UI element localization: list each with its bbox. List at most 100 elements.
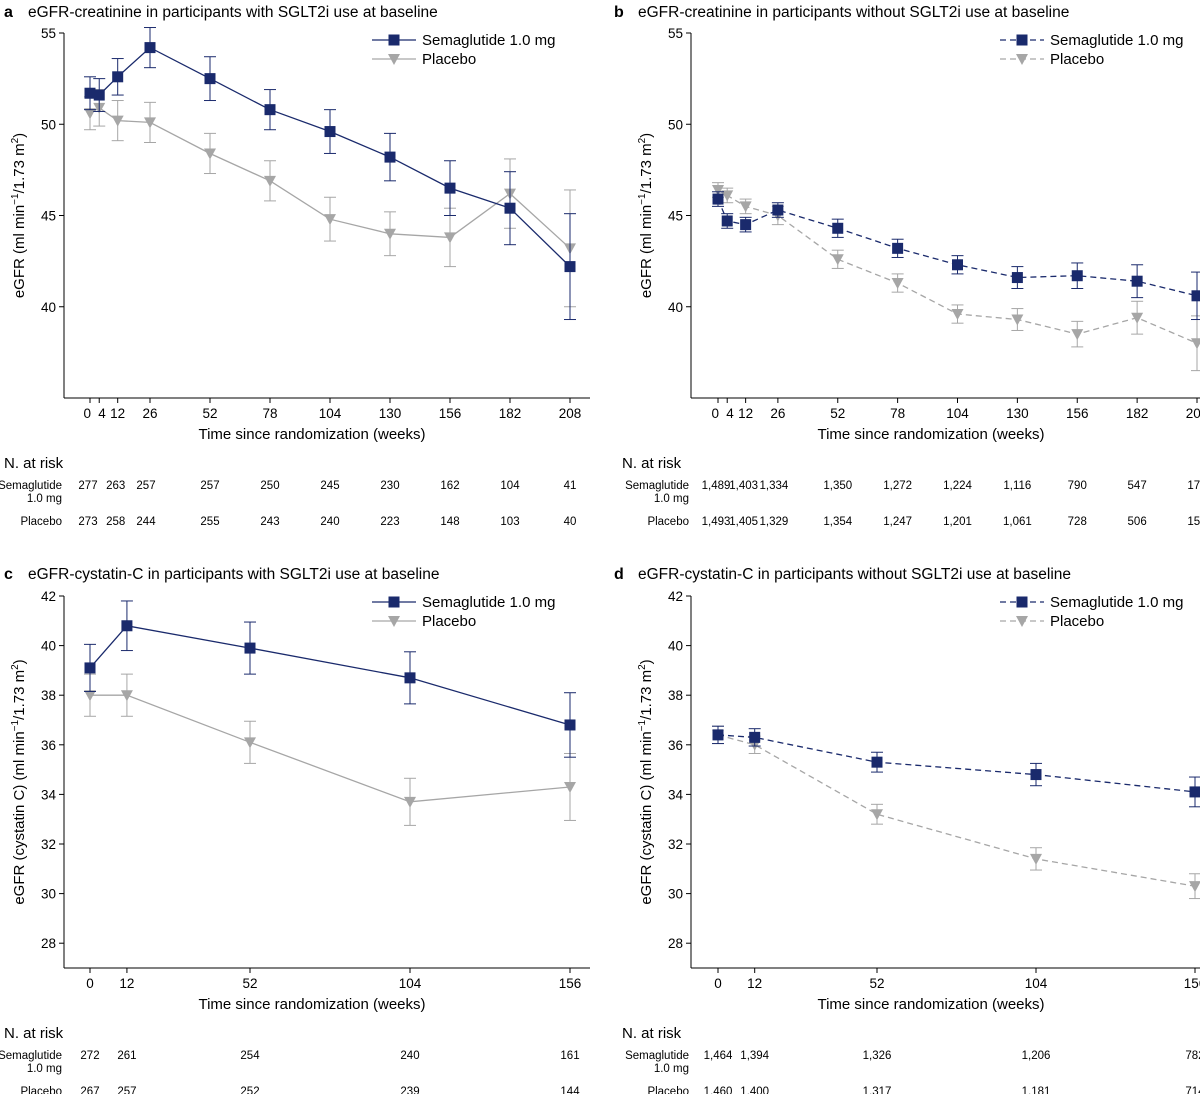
data-point-square bbox=[1190, 786, 1200, 797]
risk-row-label: Placebo bbox=[647, 1086, 689, 1094]
y-tick-label: 34 bbox=[668, 787, 684, 802]
risk-row-label-2: 1.0 mg bbox=[654, 493, 689, 505]
legend-label: Semaglutide 1.0 mg bbox=[422, 32, 555, 49]
risk-table-header: N. at risk bbox=[4, 455, 64, 472]
legend-marker-square bbox=[1017, 35, 1028, 46]
y-axis-label: eGFR (cystatin C) (ml min−1/1.73 m2) bbox=[637, 659, 655, 904]
y-tick-label: 34 bbox=[41, 787, 57, 802]
x-tick-label: 104 bbox=[399, 976, 422, 991]
risk-value: 103 bbox=[500, 516, 519, 528]
y-tick-label: 32 bbox=[668, 837, 683, 852]
x-tick-label: 156 bbox=[439, 406, 462, 421]
data-point-triangle bbox=[204, 148, 216, 159]
risk-row-label: Semaglutide bbox=[625, 480, 689, 492]
risk-value: 261 bbox=[117, 1050, 136, 1062]
risk-value: 1,460 bbox=[704, 1086, 733, 1094]
data-point-square bbox=[385, 152, 396, 163]
series-line bbox=[718, 735, 1195, 792]
x-axis-label: Time since randomization (weeks) bbox=[817, 996, 1044, 1013]
panel-letter: b bbox=[614, 4, 624, 21]
risk-value: 250 bbox=[260, 480, 279, 492]
y-axis-label: eGFR (ml min−1/1.73 m2) bbox=[10, 133, 28, 298]
series-line bbox=[718, 199, 1197, 296]
y-tick-label: 42 bbox=[41, 589, 56, 604]
risk-value: 1,334 bbox=[759, 480, 788, 492]
risk-value: 1,403 bbox=[729, 480, 758, 492]
chart-title: eGFR-cystatin-C in participants with SGL… bbox=[28, 566, 440, 583]
series-line bbox=[718, 735, 1195, 886]
data-point-triangle bbox=[832, 254, 844, 265]
x-tick-label: 208 bbox=[559, 406, 582, 421]
risk-value: 161 bbox=[560, 1050, 579, 1062]
chart-title: eGFR-creatinine in participants without … bbox=[638, 4, 1069, 21]
series-semaglutide bbox=[712, 192, 1200, 320]
risk-value: 1,354 bbox=[823, 516, 852, 528]
x-axis-label: Time since randomization (weeks) bbox=[198, 996, 425, 1013]
x-tick-label: 26 bbox=[142, 406, 157, 421]
x-tick-label: 104 bbox=[946, 406, 969, 421]
x-tick-label: 156 bbox=[1184, 976, 1200, 991]
risk-row-label: Placebo bbox=[20, 1086, 62, 1094]
x-tick-label: 12 bbox=[747, 976, 762, 991]
legend-item: Semaglutide 1.0 mg bbox=[1000, 594, 1183, 611]
risk-row-label-2: 1.0 mg bbox=[27, 493, 62, 505]
x-tick-label: 130 bbox=[1006, 406, 1029, 421]
risk-row-label: Semaglutide bbox=[0, 480, 62, 492]
legend-label: Semaglutide 1.0 mg bbox=[422, 594, 555, 611]
y-tick-label: 28 bbox=[41, 936, 56, 951]
risk-value: 41 bbox=[564, 480, 577, 492]
legend-item: Placebo bbox=[1000, 51, 1104, 68]
risk-value: 277 bbox=[78, 480, 97, 492]
x-tick-label: 12 bbox=[110, 406, 125, 421]
x-tick-label: 78 bbox=[262, 406, 277, 421]
y-tick-label: 55 bbox=[41, 26, 56, 41]
risk-value: 267 bbox=[80, 1086, 99, 1094]
data-point-square bbox=[145, 42, 156, 53]
legend-marker-square bbox=[1017, 597, 1028, 608]
risk-value: 1,247 bbox=[883, 516, 912, 528]
y-axis-label: eGFR (cystatin C) (ml min−1/1.73 m2) bbox=[10, 659, 28, 904]
data-point-square bbox=[265, 104, 276, 115]
y-tick-label: 40 bbox=[41, 639, 56, 654]
panel-letter: c bbox=[4, 566, 13, 583]
x-tick-label: 12 bbox=[119, 976, 134, 991]
data-point-square bbox=[952, 259, 963, 270]
data-point-square bbox=[565, 719, 576, 730]
risk-value: 1,206 bbox=[1022, 1050, 1051, 1062]
data-point-square bbox=[772, 205, 783, 216]
x-tick-label: 52 bbox=[242, 976, 257, 991]
series-placebo bbox=[712, 726, 1200, 898]
y-tick-label: 30 bbox=[668, 887, 683, 902]
risk-value: 728 bbox=[1068, 516, 1087, 528]
risk-value: 1,224 bbox=[943, 480, 972, 492]
data-point-triangle bbox=[244, 737, 256, 748]
data-point-square bbox=[205, 73, 216, 84]
risk-value: 148 bbox=[440, 516, 459, 528]
x-tick-label: 104 bbox=[1025, 976, 1048, 991]
risk-row-label: Placebo bbox=[647, 516, 689, 528]
risk-value: 223 bbox=[380, 516, 399, 528]
legend-label: Semaglutide 1.0 mg bbox=[1050, 32, 1183, 49]
y-tick-label: 40 bbox=[668, 639, 683, 654]
x-tick-label: 52 bbox=[202, 406, 217, 421]
legend-item: Placebo bbox=[372, 613, 476, 630]
panel-letter: a bbox=[4, 4, 13, 21]
risk-value: 263 bbox=[106, 480, 125, 492]
legend-label: Placebo bbox=[422, 613, 476, 630]
y-tick-label: 45 bbox=[668, 209, 683, 224]
legend-item: Semaglutide 1.0 mg bbox=[372, 32, 555, 49]
x-tick-label: 182 bbox=[1126, 406, 1149, 421]
data-point-triangle bbox=[144, 117, 156, 128]
data-point-square bbox=[1031, 769, 1042, 780]
data-point-square bbox=[94, 90, 105, 101]
x-tick-label: 12 bbox=[738, 406, 753, 421]
risk-value: 1,272 bbox=[883, 480, 912, 492]
x-tick-label: 156 bbox=[1066, 406, 1089, 421]
data-point-square bbox=[740, 219, 751, 230]
risk-value: 1,464 bbox=[704, 1050, 733, 1062]
